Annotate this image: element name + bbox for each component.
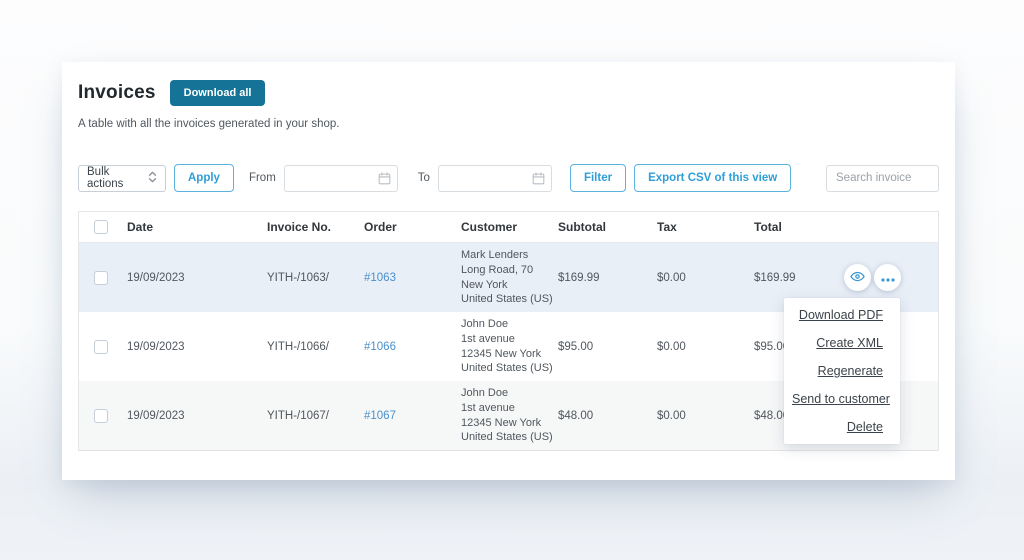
cell-subtotal: $169.99: [558, 271, 600, 284]
toolbar: Bulk actions Apply From To: [78, 164, 939, 192]
header-order: Order: [364, 220, 397, 234]
ellipsis-icon: [880, 270, 895, 285]
menu-item-create-xml[interactable]: Create XML: [816, 336, 883, 350]
header-customer: Customer: [461, 220, 518, 234]
row-actions-menu: Download PDF Create XML Regenerate Send …: [784, 298, 900, 444]
order-link[interactable]: #1063: [364, 271, 396, 284]
header-subtotal: Subtotal: [558, 220, 606, 234]
cell-customer: John Doe 1st avenue 12345 New York Unite…: [461, 318, 553, 375]
cell-subtotal: $48.00: [558, 409, 594, 422]
cell-customer: Mark Lenders Long Road, 70 New York Unit…: [461, 249, 553, 306]
table-header-row: Date Invoice No. Order Customer Subtotal…: [79, 212, 938, 243]
row-checkbox[interactable]: [94, 339, 108, 354]
row-checkbox[interactable]: [94, 408, 108, 423]
eye-icon: [850, 269, 865, 287]
cell-subtotal: $95.00: [558, 340, 594, 353]
apply-button[interactable]: Apply: [174, 164, 234, 192]
cell-tax: $0.00: [657, 271, 686, 284]
view-invoice-button[interactable]: [844, 264, 871, 291]
header-date: Date: [127, 220, 154, 234]
cell-date: 19/09/2023: [127, 409, 185, 422]
search-input[interactable]: [826, 164, 939, 192]
order-link[interactable]: #1067: [364, 409, 396, 422]
invoices-table: Date Invoice No. Order Customer Subtotal…: [78, 211, 939, 451]
header-total: Total: [754, 220, 782, 234]
page-header: Invoices Download all: [78, 80, 939, 106]
cell-date: 19/09/2023: [127, 271, 185, 284]
cell-tax: $0.00: [657, 340, 686, 353]
filter-button[interactable]: Filter: [569, 164, 627, 192]
cell-tax: $0.00: [657, 409, 686, 422]
order-link[interactable]: #1066: [364, 340, 396, 353]
more-actions-button[interactable]: [874, 264, 901, 291]
from-label: From: [248, 172, 276, 184]
cell-invoice-no: YITH-/1067/: [267, 409, 329, 422]
row-checkbox[interactable]: [94, 270, 108, 285]
cell-total: $169.99: [754, 271, 796, 284]
header-tax: Tax: [657, 220, 677, 234]
menu-item-delete[interactable]: Delete: [846, 420, 883, 434]
cell-date: 19/09/2023: [127, 340, 185, 353]
cell-invoice-no: YITH-/1063/: [267, 271, 329, 284]
to-label: To: [417, 172, 430, 184]
chevron-up-down-icon: [148, 171, 157, 186]
invoices-panel: Invoices Download all A table with all t…: [62, 62, 955, 480]
header-invoice-no: Invoice No.: [267, 220, 332, 234]
cell-total: $48.00: [754, 409, 790, 422]
to-date-input[interactable]: [437, 164, 552, 192]
page-subtitle: A table with all the invoices generated …: [78, 118, 340, 130]
menu-item-download-pdf[interactable]: Download PDF: [798, 308, 883, 322]
download-all-button[interactable]: Download all: [169, 80, 266, 106]
select-all-checkbox[interactable]: [94, 220, 108, 234]
page-title: Invoices: [78, 82, 156, 103]
bulk-actions-label: Bulk actions: [87, 166, 124, 190]
bulk-actions-select[interactable]: Bulk actions: [78, 164, 166, 192]
cell-invoice-no: YITH-/1066/: [267, 340, 329, 353]
export-csv-button[interactable]: Export CSV of this view: [634, 164, 792, 192]
from-date-input[interactable]: [283, 164, 398, 192]
menu-item-regenerate[interactable]: Regenerate: [817, 364, 883, 378]
menu-item-send-to-customer[interactable]: Send to customer: [792, 392, 890, 406]
cell-total: $95.00: [754, 340, 790, 353]
cell-customer: John Doe 1st avenue 12345 New York Unite…: [461, 387, 553, 444]
